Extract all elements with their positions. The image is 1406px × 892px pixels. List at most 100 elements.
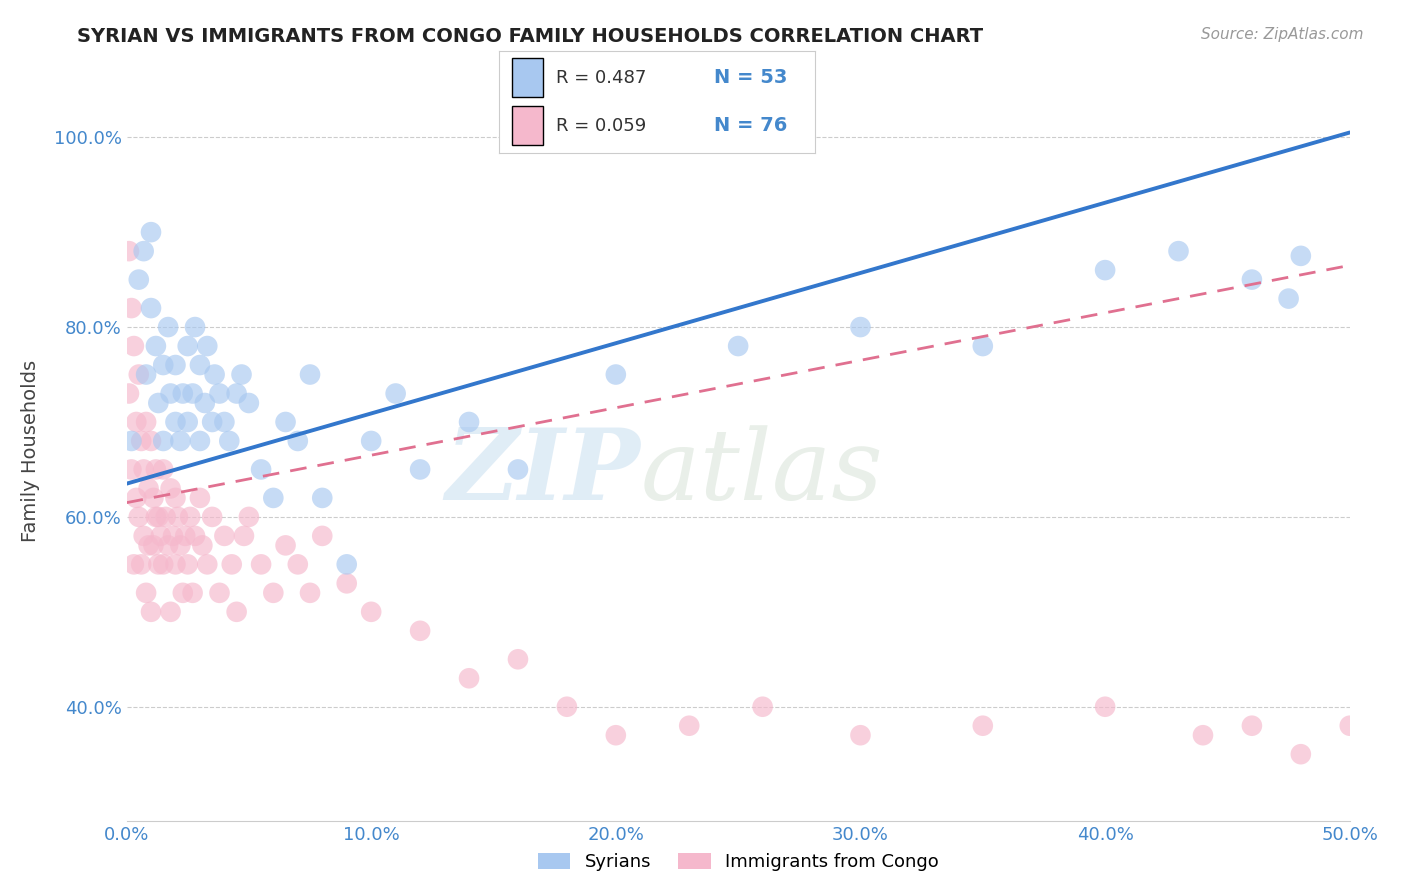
- Point: [129, 434, 152, 448]
- Point: [195, 339, 218, 353]
- Point: [1339, 719, 1361, 733]
- Point: [132, 529, 155, 543]
- Point: [157, 320, 180, 334]
- Point: [118, 244, 141, 259]
- Point: [152, 434, 174, 448]
- Point: [181, 586, 204, 600]
- Point: [125, 491, 148, 505]
- Point: [506, 652, 529, 666]
- Point: [274, 415, 297, 429]
- Point: [177, 558, 200, 572]
- Point: [218, 434, 240, 448]
- Text: N = 76: N = 76: [714, 116, 787, 136]
- Point: [177, 339, 200, 353]
- Point: [214, 415, 236, 429]
- Point: [233, 529, 256, 543]
- Point: [208, 586, 231, 600]
- Point: [214, 529, 236, 543]
- Point: [139, 605, 162, 619]
- FancyBboxPatch shape: [512, 58, 543, 97]
- Point: [238, 509, 260, 524]
- Point: [128, 368, 150, 382]
- Point: [188, 358, 211, 372]
- Point: [128, 509, 150, 524]
- Point: [172, 386, 194, 401]
- Point: [145, 509, 167, 524]
- Point: [287, 558, 309, 572]
- Point: [506, 462, 529, 476]
- Point: [125, 415, 148, 429]
- Point: [238, 396, 260, 410]
- Point: [191, 538, 214, 552]
- Point: [157, 538, 180, 552]
- Text: R = 0.487: R = 0.487: [557, 69, 647, 87]
- Point: [225, 605, 247, 619]
- Point: [1289, 249, 1312, 263]
- Point: [132, 244, 155, 259]
- Point: [128, 272, 150, 286]
- Point: [165, 358, 187, 372]
- Point: [177, 415, 200, 429]
- Point: [184, 529, 207, 543]
- Point: [231, 368, 253, 382]
- Point: [181, 386, 204, 401]
- Point: [849, 728, 872, 742]
- Point: [118, 386, 141, 401]
- Point: [135, 415, 157, 429]
- Point: [120, 301, 142, 315]
- Point: [1192, 728, 1215, 742]
- Point: [145, 339, 167, 353]
- Point: [132, 462, 155, 476]
- Point: [360, 434, 382, 448]
- Point: [1094, 699, 1116, 714]
- Point: [409, 624, 432, 638]
- Point: [149, 529, 172, 543]
- Point: [555, 699, 578, 714]
- Point: [184, 320, 207, 334]
- Text: R = 0.059: R = 0.059: [557, 117, 647, 135]
- Point: [139, 225, 162, 239]
- Point: [159, 605, 181, 619]
- Point: [1289, 747, 1312, 762]
- Point: [1240, 272, 1263, 286]
- Point: [135, 368, 157, 382]
- Point: [201, 509, 224, 524]
- Point: [287, 434, 309, 448]
- Point: [188, 434, 211, 448]
- Point: [188, 491, 211, 505]
- Point: [225, 386, 247, 401]
- Text: Source: ZipAtlas.com: Source: ZipAtlas.com: [1201, 27, 1364, 42]
- Point: [179, 509, 201, 524]
- Point: [152, 358, 174, 372]
- Point: [1240, 719, 1263, 733]
- Point: [727, 339, 749, 353]
- Text: atlas: atlas: [640, 425, 883, 520]
- Point: [172, 586, 194, 600]
- Point: [148, 558, 170, 572]
- Point: [360, 605, 382, 619]
- Point: [159, 482, 181, 496]
- Point: [165, 558, 187, 572]
- Point: [135, 586, 157, 600]
- Point: [142, 538, 165, 552]
- Point: [250, 558, 273, 572]
- Point: [336, 558, 359, 572]
- Text: N = 53: N = 53: [714, 68, 787, 87]
- Point: [678, 719, 700, 733]
- Point: [122, 558, 145, 572]
- Point: [167, 509, 190, 524]
- Point: [311, 529, 333, 543]
- Point: [384, 386, 406, 401]
- Point: [262, 491, 284, 505]
- Point: [204, 368, 226, 382]
- Point: [120, 434, 142, 448]
- Point: [152, 462, 174, 476]
- Point: [139, 301, 162, 315]
- Point: [138, 482, 160, 496]
- Point: [274, 538, 297, 552]
- Point: [1167, 244, 1189, 259]
- Point: [972, 719, 994, 733]
- Point: [605, 368, 627, 382]
- Point: [605, 728, 627, 742]
- Point: [751, 699, 773, 714]
